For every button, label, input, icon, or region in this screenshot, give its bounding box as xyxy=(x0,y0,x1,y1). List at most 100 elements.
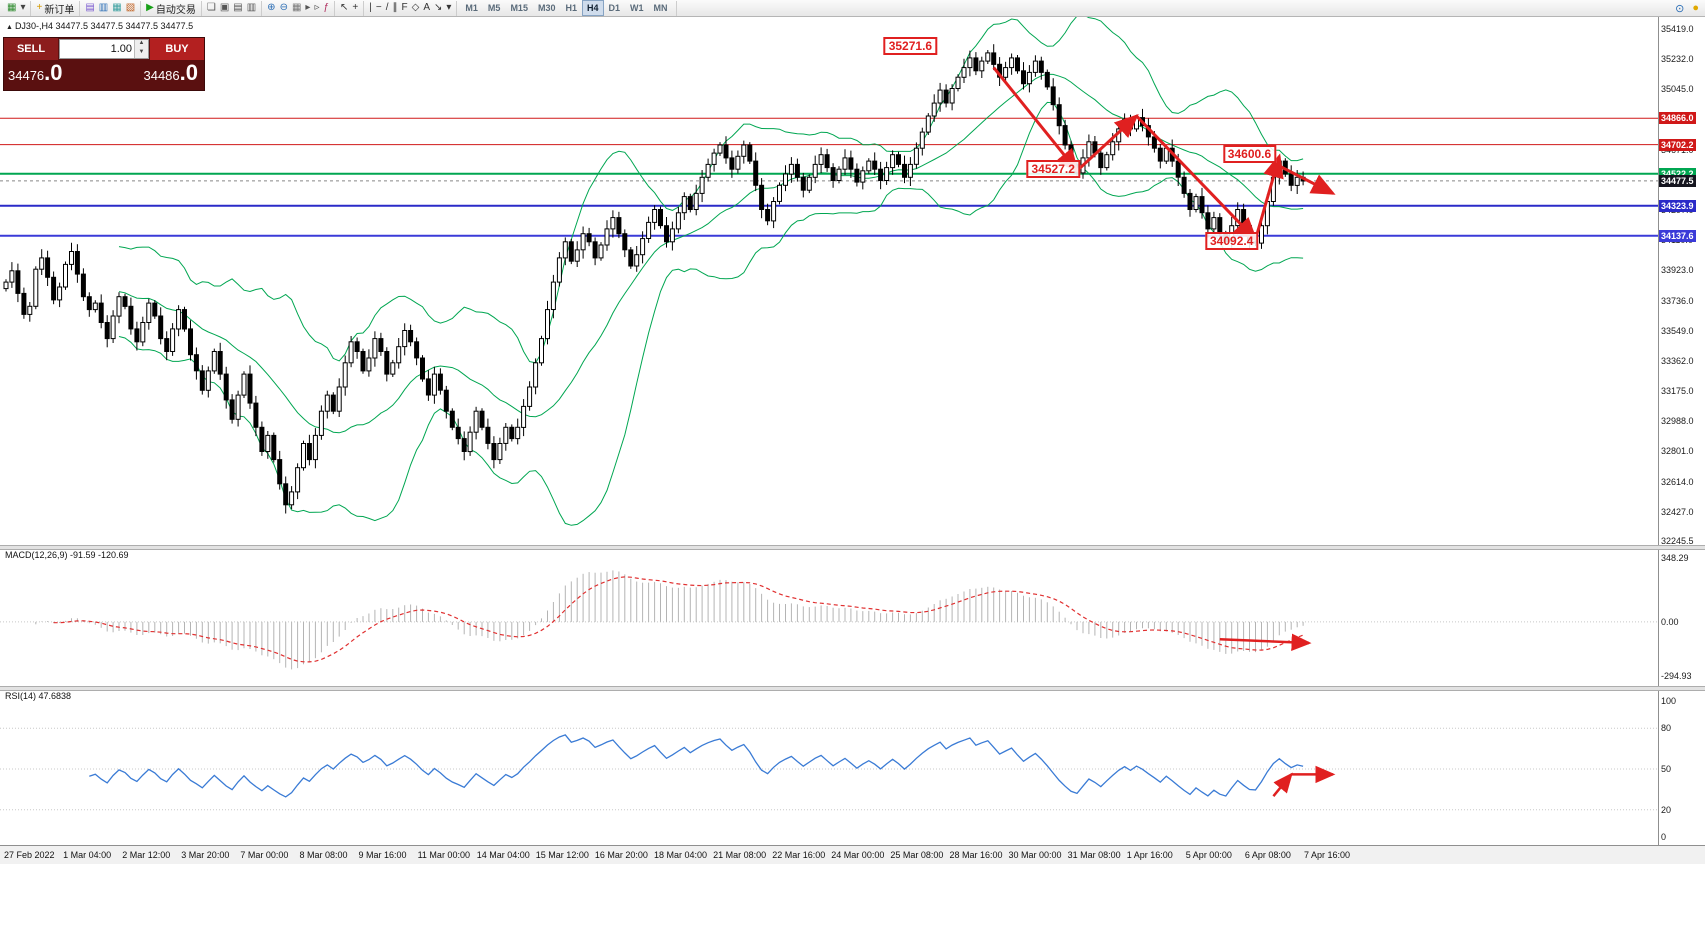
new-chart-icon[interactable]: ▦ xyxy=(5,1,18,15)
search-icon[interactable]: ⊙ xyxy=(1675,2,1685,15)
auto-scroll-icon[interactable]: ▸ xyxy=(303,1,312,15)
annotation-label[interactable]: 34092.4 xyxy=(1204,231,1259,250)
time-axis-label: 5 Apr 00:00 xyxy=(1185,850,1232,860)
shapes-icon: ◇ xyxy=(411,2,420,13)
text-icon[interactable]: A xyxy=(421,1,432,15)
timeframe-button-h4[interactable]: H4 xyxy=(581,0,604,16)
volume-up-icon[interactable]: ▲ xyxy=(135,40,148,49)
tile-horizontal-icon[interactable]: ▤ xyxy=(231,1,244,15)
arrows-icon[interactable]: ↘ xyxy=(432,1,444,15)
time-axis-label: 21 Mar 08:00 xyxy=(713,850,767,860)
data-window-icon: ▦ xyxy=(112,2,122,13)
vertical-line-icon[interactable]: | xyxy=(367,1,374,15)
macd-axis-label: -294.93 xyxy=(1661,671,1692,681)
timeframe-button-mn[interactable]: MN xyxy=(653,3,668,13)
main-toolbar: ▦ ▾ + 新订单 ▤ ▥ ▦ ▧ ▶ 自动交易 ❏ ▣ ▤ ▥ ⊕ ⊖ ▦ ▸ ▹ ƒ ↖ + | − / ∥ F ◇ A ↘ ▾ M1 M… xyxy=(0,0,1705,17)
bollinger-bands xyxy=(118,17,1304,526)
volume-down-icon[interactable]: ▼ xyxy=(135,49,148,58)
new-order-button: + xyxy=(36,2,43,13)
trendline-icon: / xyxy=(385,2,389,13)
timeframe-button-m5[interactable]: M5 xyxy=(487,3,501,13)
timeframe-button-w1[interactable]: W1 xyxy=(630,3,644,13)
candlestick-series xyxy=(3,44,1306,514)
main-chart-svg[interactable] xyxy=(0,17,1658,545)
objects-dropdown-icon[interactable]: ▾ xyxy=(444,1,453,15)
toolbar-group: ↖ + xyxy=(335,0,365,16)
annotation-label[interactable]: 34600.6 xyxy=(1222,144,1277,163)
time-axis-label: 31 Mar 08:00 xyxy=(1067,850,1121,860)
zoom-in-icon[interactable]: ⊕ xyxy=(265,1,277,15)
grid-icon[interactable]: ▦ xyxy=(290,1,303,15)
cursor-icon[interactable]: ↖ xyxy=(338,1,350,15)
zoom-out-icon[interactable]: ⊖ xyxy=(278,1,290,15)
profiles-icon[interactable]: ▤ xyxy=(83,1,96,15)
new-window-icon[interactable]: ❏ xyxy=(205,1,218,15)
horizontal-line-icon[interactable]: − xyxy=(374,1,384,15)
annotation-label[interactable]: 35271.6 xyxy=(883,36,938,55)
sell-button[interactable]: SELL xyxy=(4,38,58,60)
navigator-icon[interactable]: ▧ xyxy=(124,1,137,15)
new-chart-dropdown-icon[interactable]: ▾ xyxy=(18,1,27,15)
new-chart-dropdown-icon: ▾ xyxy=(20,2,26,13)
price-axis-column[interactable] xyxy=(1658,17,1705,845)
price-axis-label: 32801.0 xyxy=(1661,446,1694,457)
price-axis-label: 35045.0 xyxy=(1661,84,1694,95)
cascade-icon[interactable]: ▣ xyxy=(218,1,231,15)
buy-button[interactable]: BUY xyxy=(150,38,204,60)
macd-pane-svg[interactable] xyxy=(0,548,1658,686)
new-order-button[interactable]: + 新订单 xyxy=(34,1,76,16)
macd-indicator-label: MACD(12,26,9) -91.59 -120.69 xyxy=(5,550,129,560)
toolbar-group: ❏ ▣ ▤ ▥ xyxy=(202,0,263,16)
time-axis-label: 28 Mar 16:00 xyxy=(949,850,1003,860)
trendline-icon[interactable]: / xyxy=(384,1,391,15)
rsi-axis-label: 50 xyxy=(1661,764,1672,774)
time-axis-label: 1 Apr 16:00 xyxy=(1126,850,1173,860)
time-axis-label: 8 Mar 08:00 xyxy=(299,850,348,860)
channel-icon[interactable]: ∥ xyxy=(391,1,400,15)
volume-value[interactable]: 1.00 xyxy=(110,43,132,55)
buy-price[interactable]: 34486.0 xyxy=(143,60,198,85)
macd-axis-label: 0.00 xyxy=(1661,616,1679,627)
profiles-icon: ▤ xyxy=(85,2,95,13)
timeframe-button-d1[interactable]: D1 xyxy=(608,3,621,13)
zoom-in-icon: ⊕ xyxy=(267,2,276,13)
chart-shift-icon[interactable]: ▹ xyxy=(312,1,321,15)
autotrading-button-label: 自动交易 xyxy=(155,4,196,16)
time-axis-label: 16 Mar 20:00 xyxy=(594,850,648,860)
price-axis-label: 33175.0 xyxy=(1661,386,1694,396)
pane-separator[interactable] xyxy=(0,545,1705,550)
volume-stepper[interactable]: 1.00 ▲ ▼ xyxy=(59,39,149,59)
tile-vertical-icon[interactable]: ▥ xyxy=(245,1,258,15)
price-level-label: 34137.6 xyxy=(1659,229,1696,242)
indicators-icon[interactable]: ƒ xyxy=(321,1,331,15)
timeframe-button-m15[interactable]: M15 xyxy=(510,3,528,13)
market-watch-icon[interactable]: ▥ xyxy=(97,1,110,15)
fibonacci-icon[interactable]: F xyxy=(400,1,410,15)
sell-price[interactable]: 34476.0 xyxy=(8,60,63,85)
autotrading-button[interactable]: ▶ 自动交易 xyxy=(144,1,198,16)
time-axis-label: 15 Mar 12:00 xyxy=(535,850,589,860)
macd-trend-arrow xyxy=(1219,633,1312,652)
annotation-label[interactable]: 34527.2 xyxy=(1026,160,1080,178)
notification-icon[interactable]: ● xyxy=(1692,2,1699,14)
timeframe-button-m1[interactable]: M1 xyxy=(465,3,478,13)
data-window-icon[interactable]: ▦ xyxy=(110,1,123,15)
new-order-button-label: 新订单 xyxy=(44,4,75,16)
timeframe-button-m30[interactable]: M30 xyxy=(537,3,556,13)
time-axis[interactable]: 27 Feb 2022 1 Mar 04:00 2 Mar 12:00 3 Mar 2… xyxy=(0,845,1705,864)
price-axis-label: 32427.0 xyxy=(1661,506,1694,517)
rsi-axis-label: 100 xyxy=(1661,696,1677,706)
trend-arrows xyxy=(992,66,1336,242)
shapes-icon[interactable]: ◇ xyxy=(410,1,422,15)
time-axis-label: 9 Mar 16:00 xyxy=(358,850,407,860)
pane-separator[interactable] xyxy=(0,686,1705,691)
volume-spin-buttons: ▲ ▼ xyxy=(134,40,148,58)
crosshair-icon[interactable]: + xyxy=(350,1,360,15)
objects-dropdown-icon: ▾ xyxy=(446,2,452,13)
grid-icon: ▦ xyxy=(291,2,302,13)
vertical-line-icon: | xyxy=(369,2,372,13)
price-axis-label: 33736.0 xyxy=(1661,295,1694,306)
timeframe-button-h1[interactable]: H1 xyxy=(565,3,577,13)
rsi-pane-svg[interactable] xyxy=(0,689,1658,845)
